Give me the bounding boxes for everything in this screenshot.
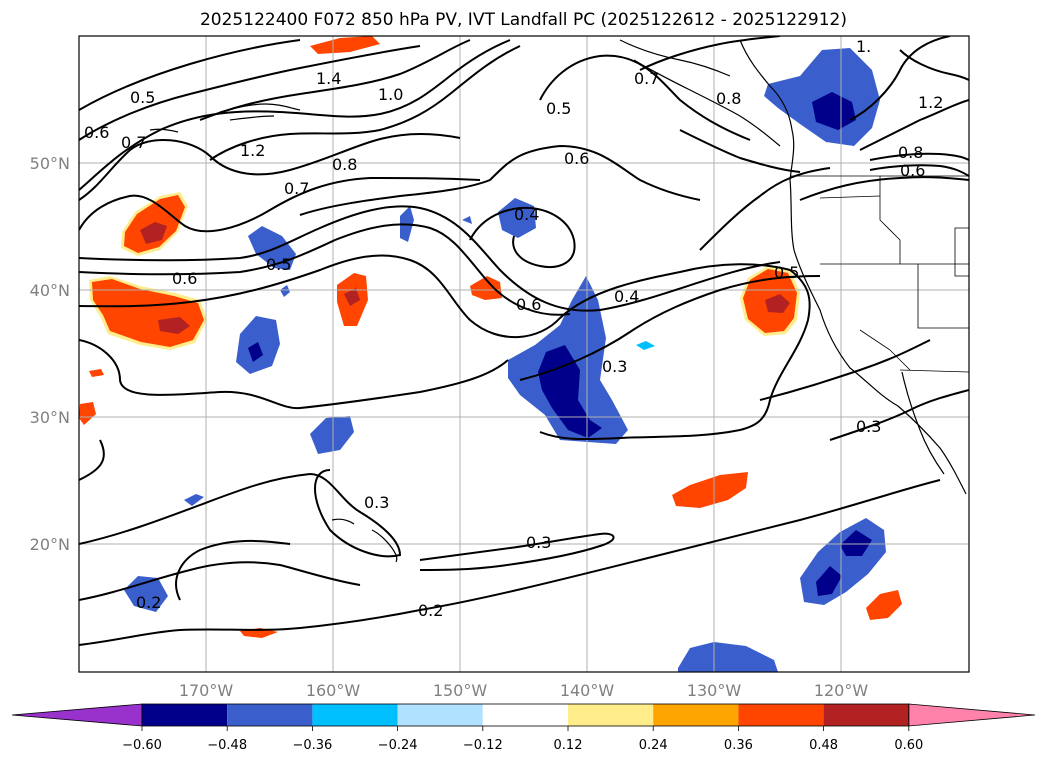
contour-label: 0.4 (514, 205, 539, 224)
state-borders (790, 175, 969, 373)
lon-tick-label: 150°W (433, 681, 488, 700)
colorbar-segment (568, 704, 654, 726)
contour-label: 1.2 (240, 141, 265, 160)
contour-label: 0.3 (364, 493, 389, 512)
latitude-labels: 50°N 40°N 30°N 20°N (30, 154, 70, 554)
contour-label: 0.5 (266, 255, 291, 274)
colorbar-extend-low (11, 703, 143, 727)
colorbar-tick-label: 0.12 (554, 738, 583, 753)
colorbar-segment (397, 704, 483, 726)
contour-label: 0.3 (856, 417, 881, 436)
lon-tick-label: 120°W (814, 681, 869, 700)
lon-tick-label: 160°W (306, 681, 361, 700)
contour-label: 0.6 (564, 149, 589, 168)
colorbar: −0.60 −0.48 −0.36 −0.24 −0.12 0.12 0.24 … (11, 703, 1036, 753)
colorbar-tick-label: −0.36 (292, 738, 332, 753)
lat-tick-label: 50°N (30, 154, 70, 173)
contour-label: 0.3 (526, 533, 551, 552)
colorbar-segment (823, 704, 909, 726)
contour-label: 1.4 (316, 69, 341, 88)
contour-label: 0.7 (284, 179, 309, 198)
colorbar-tick-label: −0.60 (122, 738, 162, 753)
contour-label: 0.7 (634, 69, 659, 88)
contour-label: 0.6 (172, 269, 197, 288)
contour-label: 0.7 (121, 133, 146, 152)
lon-tick-label: 170°W (179, 681, 234, 700)
colorbar-extend-high (908, 703, 1036, 727)
colorbar-tick-label: 0.36 (724, 738, 753, 753)
colorbar-segment (312, 704, 398, 726)
lon-tick-label: 140°W (560, 681, 615, 700)
lat-tick-label: 40°N (30, 281, 70, 300)
lat-tick-label: 20°N (30, 535, 70, 554)
map-title: 2025122400 F072 850 hPa PV, IVT Landfall… (199, 10, 847, 30)
colorbar-tick-label: −0.24 (378, 738, 418, 753)
colorbar-segment (482, 704, 568, 726)
contour-label: 1.2 (918, 93, 943, 112)
colorbar-segment (142, 704, 228, 726)
colorbar-tick-label: 0.24 (639, 738, 668, 753)
contour-label: 0.8 (716, 89, 741, 108)
contour-label: 0.8 (332, 155, 357, 174)
coastlines (149, 39, 967, 563)
gridlines (79, 36, 969, 672)
colorbar-segment (227, 704, 313, 726)
map-frame (78, 35, 970, 673)
contour-label: 0.5 (774, 263, 799, 282)
lat-tick-label: 30°N (30, 408, 70, 427)
longitude-labels: 170°W 160°W 150°W 140°W 130°W 120°W (179, 681, 869, 700)
contour-label: 1.0 (378, 85, 403, 104)
contour-label: 0.4 (614, 287, 639, 306)
contour-label: 0.6 (516, 295, 541, 314)
colorbar-tick-label: −0.48 (207, 738, 247, 753)
contour-label: 0.2 (418, 601, 443, 620)
contour-label: 0.6 (84, 123, 109, 142)
colorbar-segment (653, 704, 739, 726)
contour-label: 0.2 (136, 593, 161, 612)
contour-label: 0.8 (898, 143, 923, 162)
contour-label: 1. (856, 37, 871, 56)
contour-labels: 0.5 0.6 0.7 1.4 1.2 1.0 0.8 0.7 0.6 0.5 … (84, 37, 943, 620)
colorbar-tick-label: −0.12 (463, 738, 503, 753)
contour-label: 0.6 (900, 161, 925, 180)
contour-label: 0.3 (602, 357, 627, 376)
contour-label: 0.5 (546, 99, 571, 118)
colorbar-segment (738, 704, 824, 726)
contour-label: 0.5 (130, 88, 155, 107)
lon-tick-label: 130°W (687, 681, 742, 700)
map-area: 0.5 0.6 0.7 1.4 1.2 1.0 0.8 0.7 0.6 0.5 … (79, 36, 969, 672)
colorbar-tick-label: 0.48 (809, 738, 838, 753)
colorbar-tick-label: 0.60 (894, 738, 923, 753)
shaded-regions (79, 36, 902, 672)
pv-contours (79, 36, 969, 646)
